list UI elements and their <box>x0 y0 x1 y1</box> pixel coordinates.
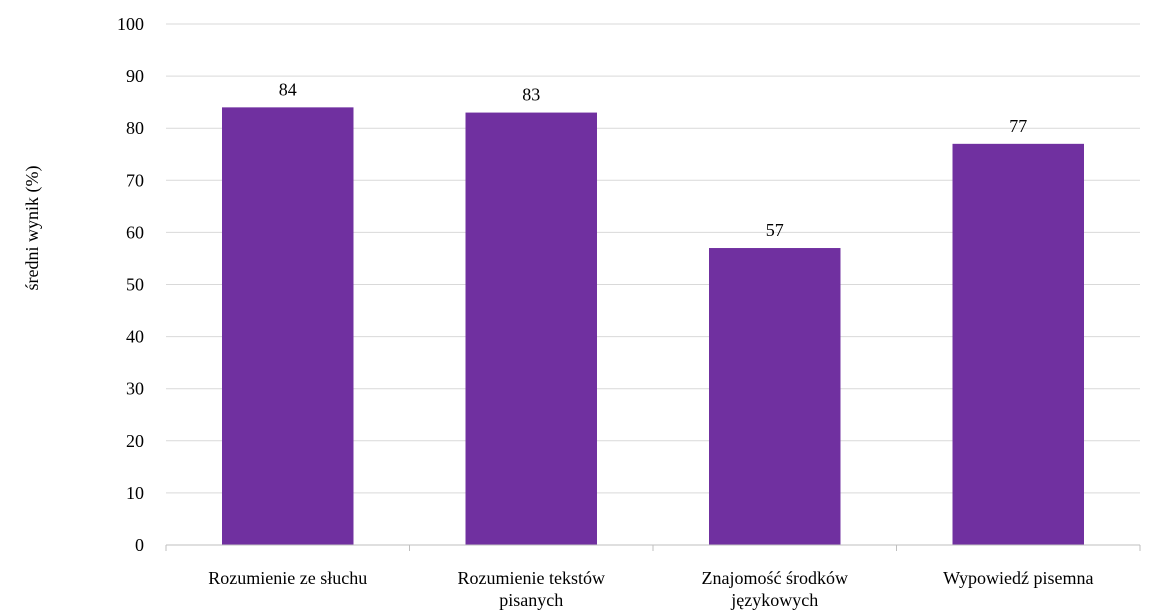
y-tick-label: 0 <box>135 535 144 555</box>
x-axis-ticks <box>165 545 1141 551</box>
y-tick-label: 30 <box>126 379 144 399</box>
category-label: pisanych <box>499 590 563 610</box>
y-tick-label: 10 <box>126 483 144 503</box>
category-label: Rozumienie tekstów <box>458 568 605 588</box>
y-axis-title: średni wynik (%) <box>22 166 43 291</box>
y-tick-label: 20 <box>126 431 144 451</box>
data-label: 84 <box>279 79 297 99</box>
bars <box>222 107 1084 546</box>
category-label: Znajomość środków <box>702 568 848 588</box>
data-label: 77 <box>1009 116 1027 136</box>
data-label: 57 <box>766 220 784 240</box>
category-label: Rozumienie ze słuchu <box>208 568 367 588</box>
y-tick-label: 60 <box>126 222 144 242</box>
bar <box>709 248 841 545</box>
bar <box>465 112 597 545</box>
y-tick-label: 100 <box>117 14 144 34</box>
y-tick-label: 70 <box>126 170 144 190</box>
y-tick-label: 50 <box>126 275 144 295</box>
y-tick-labels: 0 10 20 30 40 50 60 70 80 90 100 <box>117 14 144 555</box>
y-tick-label: 90 <box>126 66 144 86</box>
data-label: 83 <box>522 85 540 105</box>
category-label: językowych <box>730 590 818 610</box>
category-labels: Rozumienie ze słuchu Rozumienie tekstówpi… <box>208 568 1093 610</box>
data-labels: 84 83 57 77 <box>279 79 1028 240</box>
category-label: Wypowiedź pisemna <box>943 568 1093 588</box>
y-tick-label: 40 <box>126 327 144 347</box>
y-tick-label: 80 <box>126 118 144 138</box>
bar <box>222 107 354 546</box>
bar <box>952 143 1084 545</box>
